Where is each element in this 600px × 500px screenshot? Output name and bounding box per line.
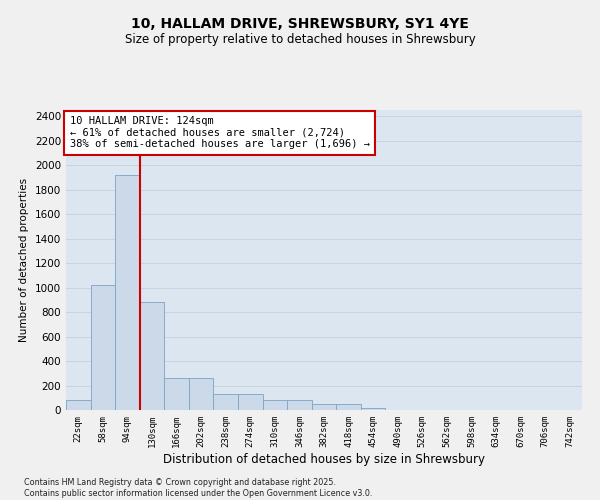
Bar [336, 404, 361, 410]
Bar [238, 394, 263, 410]
Bar [312, 404, 336, 410]
Bar [361, 408, 385, 410]
Bar [164, 378, 189, 410]
Text: 10 HALLAM DRIVE: 124sqm
← 61% of detached houses are smaller (2,724)
38% of semi: 10 HALLAM DRIVE: 124sqm ← 61% of detache… [70, 116, 370, 150]
Bar [263, 400, 287, 410]
Bar [115, 175, 140, 410]
Text: 10, HALLAM DRIVE, SHREWSBURY, SY1 4YE: 10, HALLAM DRIVE, SHREWSBURY, SY1 4YE [131, 18, 469, 32]
Bar [91, 285, 115, 410]
Y-axis label: Number of detached properties: Number of detached properties [19, 178, 29, 342]
Bar [189, 378, 214, 410]
Bar [66, 400, 91, 410]
Bar [287, 400, 312, 410]
Bar [214, 394, 238, 410]
Text: Contains HM Land Registry data © Crown copyright and database right 2025.
Contai: Contains HM Land Registry data © Crown c… [24, 478, 373, 498]
Bar [140, 302, 164, 410]
X-axis label: Distribution of detached houses by size in Shrewsbury: Distribution of detached houses by size … [163, 452, 485, 466]
Text: Size of property relative to detached houses in Shrewsbury: Size of property relative to detached ho… [125, 32, 475, 46]
